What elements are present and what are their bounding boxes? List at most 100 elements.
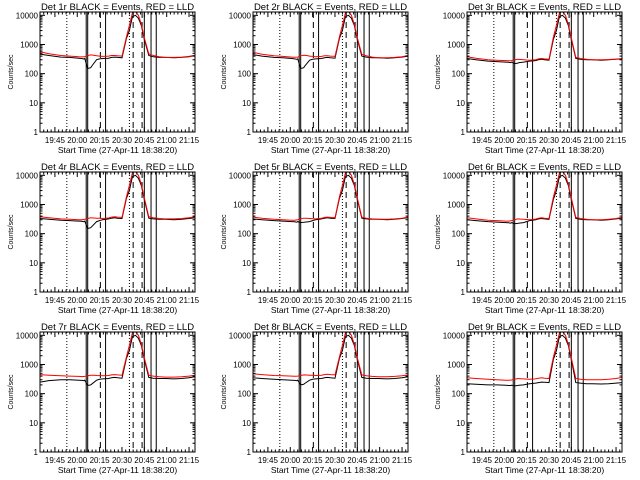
y-tick-label: 10 xyxy=(456,419,465,428)
y-tick-label: 1 xyxy=(34,288,39,297)
x-tick-label: 20:30 xyxy=(112,296,133,305)
y-tick-label: 10000 xyxy=(443,11,466,20)
y-tick-label: 1 xyxy=(247,448,252,457)
x-tick-label: 20:45 xyxy=(561,456,582,465)
y-tick-label: 100 xyxy=(25,70,39,79)
plot-frame xyxy=(39,11,196,133)
x-tick-label: 20:00 xyxy=(494,296,515,305)
events-series-line xyxy=(40,334,195,387)
x-tick-label: 20:00 xyxy=(280,456,301,465)
chart-title: Det 9r BLACK = Events, RED = LLD xyxy=(468,322,621,333)
detector-chart-7: Det 7r BLACK = Events, RED = LLD 1 10 100 10… xyxy=(8,322,200,475)
events-series-line xyxy=(467,334,622,387)
x-tick-label: 21:00 xyxy=(584,456,605,465)
x-tick-label: 21:00 xyxy=(584,136,605,145)
y-tick-label: 1 xyxy=(34,128,39,137)
y-tick-label: 10 xyxy=(456,99,465,108)
x-tick-label: 20:00 xyxy=(280,296,301,305)
lld-series-line xyxy=(467,172,622,222)
y-tick-label: 10 xyxy=(242,259,251,268)
y-tick-label: 10 xyxy=(242,419,251,428)
plot-frame xyxy=(466,171,623,293)
chart-title: Det 3r BLACK = Events, RED = LLD xyxy=(468,2,621,13)
y-tick-label: 1 xyxy=(34,448,39,457)
y-tick-label: 1000 xyxy=(233,360,251,369)
y-tick-label: 1 xyxy=(461,128,466,137)
x-tick-label: 20:00 xyxy=(494,456,515,465)
detector-chart-3: Det 3r BLACK = Events, RED = LLD 1 10 100 10… xyxy=(435,2,627,155)
chart-title: Det 8r BLACK = Events, RED = LLD xyxy=(254,322,407,333)
lld-series-line xyxy=(253,172,408,221)
detector-chart-2: Det 2r BLACK = Events, RED = LLD 1 10 100 10… xyxy=(221,2,413,155)
events-series-line xyxy=(40,174,195,230)
x-tick-label: 20:15 xyxy=(517,456,538,465)
y-tick-label: 1000 xyxy=(20,200,38,209)
y-tick-label: 100 xyxy=(452,390,466,399)
x-tick-label: 20:00 xyxy=(67,296,88,305)
y-tick-label: 10 xyxy=(29,259,38,268)
y-tick-label: 100 xyxy=(238,70,252,79)
detector-chart-8: Det 8r BLACK = Events, RED = LLD 1 10 100 10… xyxy=(221,322,413,475)
y-tick-label: 100 xyxy=(25,230,39,239)
chart-title: Det 6r BLACK = Events, RED = LLD xyxy=(468,162,621,173)
plot-frame xyxy=(252,11,409,133)
x-tick-label: 21:15 xyxy=(392,296,413,305)
x-tick-label: 20:30 xyxy=(112,136,133,145)
x-axis-label: Start Time (27-Apr-11 18:38:20) xyxy=(271,145,391,155)
x-tick-label: 20:15 xyxy=(303,456,324,465)
x-tick-label: 20:45 xyxy=(134,136,155,145)
x-tick-label: 20:45 xyxy=(561,296,582,305)
x-tick-label: 21:00 xyxy=(370,136,391,145)
plot-frame xyxy=(39,171,196,293)
lld-series-line xyxy=(253,332,408,378)
lld-series-line xyxy=(40,12,195,58)
x-axis-label: Start Time (27-Apr-11 18:38:20) xyxy=(58,465,178,475)
events-series-line xyxy=(467,174,622,225)
x-tick-label: 20:15 xyxy=(90,456,111,465)
y-axis-label: Counts/sec xyxy=(221,214,228,250)
y-tick-label: 100 xyxy=(452,230,466,239)
y-tick-label: 10 xyxy=(29,99,38,108)
x-axis-label: Start Time (27-Apr-11 18:38:20) xyxy=(485,305,605,315)
x-tick-label: 20:30 xyxy=(325,456,346,465)
y-tick-label: 100 xyxy=(452,70,466,79)
x-tick-label: 21:15 xyxy=(179,136,200,145)
detector-chart-4: Det 4r BLACK = Events, RED = LLD 1 10 100 10… xyxy=(8,162,200,315)
chart-title: Det 4r BLACK = Events, RED = LLD xyxy=(41,162,194,173)
x-tick-label: 19:45 xyxy=(45,456,66,465)
y-axis-label: Counts/sec xyxy=(435,214,442,250)
x-tick-label: 21:00 xyxy=(157,136,178,145)
chart-title: Det 1r BLACK = Events, RED = LLD xyxy=(41,2,194,13)
plot-frame xyxy=(252,171,409,293)
x-tick-label: 20:30 xyxy=(539,456,560,465)
x-axis-label: Start Time (27-Apr-11 18:38:20) xyxy=(485,145,605,155)
x-tick-label: 21:00 xyxy=(370,456,391,465)
y-tick-label: 1000 xyxy=(447,40,465,49)
plot-frame xyxy=(252,331,409,453)
x-tick-label: 20:45 xyxy=(347,136,368,145)
events-series-line xyxy=(40,14,195,70)
x-tick-label: 20:45 xyxy=(347,296,368,305)
x-tick-label: 20:45 xyxy=(134,456,155,465)
events-series-line xyxy=(253,334,408,386)
y-tick-label: 10000 xyxy=(229,331,252,340)
events-series-line xyxy=(467,14,622,65)
y-tick-label: 10000 xyxy=(443,331,466,340)
plot-frame xyxy=(466,11,623,133)
x-tick-label: 19:45 xyxy=(258,296,279,305)
x-axis-label: Start Time (27-Apr-11 18:38:20) xyxy=(485,465,605,475)
x-tick-label: 20:30 xyxy=(325,136,346,145)
y-tick-label: 100 xyxy=(238,230,252,239)
y-tick-label: 10000 xyxy=(16,331,39,340)
x-tick-label: 20:00 xyxy=(67,136,88,145)
y-tick-label: 1 xyxy=(461,288,466,297)
x-tick-label: 20:00 xyxy=(280,136,301,145)
chart-title: Det 5r BLACK = Events, RED = LLD xyxy=(254,162,407,173)
x-tick-label: 19:45 xyxy=(45,136,66,145)
x-tick-label: 20:15 xyxy=(90,136,111,145)
y-tick-label: 10000 xyxy=(16,171,39,180)
x-tick-label: 21:15 xyxy=(179,296,200,305)
x-tick-label: 21:15 xyxy=(392,136,413,145)
y-tick-label: 1000 xyxy=(447,200,465,209)
